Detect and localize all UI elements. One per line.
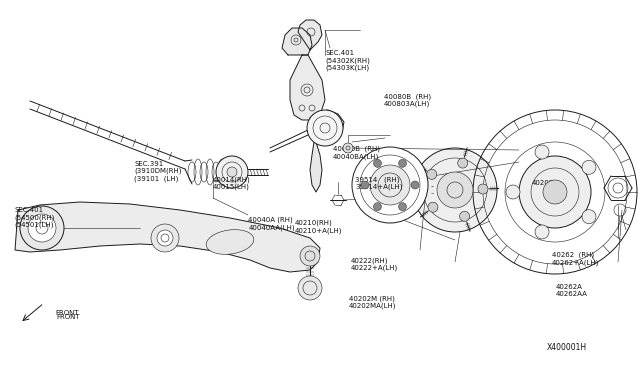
Text: 40222(RH)
40222+A(LH): 40222(RH) 40222+A(LH): [351, 257, 398, 271]
Circle shape: [478, 184, 488, 194]
Circle shape: [437, 172, 473, 208]
Text: SEC.401
(54302K(RH)
(54303K(LH): SEC.401 (54302K(RH) (54303K(LH): [325, 50, 370, 71]
Polygon shape: [290, 55, 325, 120]
Circle shape: [535, 145, 549, 159]
Circle shape: [413, 148, 497, 232]
Circle shape: [535, 225, 549, 239]
Text: FRONT: FRONT: [56, 314, 80, 320]
Circle shape: [370, 165, 410, 205]
Text: 40207: 40207: [531, 180, 554, 186]
Text: 40262A
40262AA: 40262A 40262AA: [556, 284, 588, 296]
Circle shape: [458, 158, 468, 168]
Circle shape: [343, 143, 353, 153]
Circle shape: [151, 224, 179, 252]
Circle shape: [374, 159, 381, 167]
Circle shape: [582, 160, 596, 174]
Circle shape: [298, 276, 322, 300]
Text: 40040B  (RH)
40040BA(LH): 40040B (RH) 40040BA(LH): [333, 145, 380, 160]
Circle shape: [506, 185, 520, 199]
Polygon shape: [310, 142, 322, 192]
Circle shape: [427, 169, 436, 179]
Polygon shape: [282, 28, 312, 55]
Circle shape: [352, 147, 428, 223]
Circle shape: [428, 202, 438, 212]
Polygon shape: [15, 202, 320, 272]
Circle shape: [399, 203, 406, 211]
Circle shape: [399, 159, 406, 167]
Circle shape: [20, 206, 64, 250]
Text: SEC.391
(3910DM(RH)
(39101  (LH): SEC.391 (3910DM(RH) (39101 (LH): [134, 161, 182, 182]
Polygon shape: [308, 110, 344, 142]
Circle shape: [543, 180, 567, 204]
Circle shape: [411, 181, 419, 189]
Circle shape: [216, 156, 248, 188]
Circle shape: [519, 156, 591, 228]
Polygon shape: [298, 20, 322, 50]
Circle shape: [460, 211, 470, 221]
Text: 39514   (RH)
39514+A(LH): 39514 (RH) 39514+A(LH): [355, 176, 403, 190]
Text: 40080B  (RH)
400803A(LH): 40080B (RH) 400803A(LH): [384, 93, 431, 108]
Text: SEC.401
(54500(RH)
(54501(LH): SEC.401 (54500(RH) (54501(LH): [14, 207, 54, 228]
Text: 40210(RH)
40210+A(LH): 40210(RH) 40210+A(LH): [294, 220, 342, 234]
Circle shape: [361, 181, 369, 189]
Circle shape: [307, 110, 343, 146]
Text: 40202M (RH)
40202MA(LH): 40202M (RH) 40202MA(LH): [349, 295, 396, 309]
Text: 40014(RH)
40015(LH): 40014(RH) 40015(LH): [213, 176, 251, 190]
Circle shape: [227, 167, 237, 177]
Circle shape: [374, 203, 381, 211]
Circle shape: [300, 246, 320, 266]
Text: FRONT: FRONT: [55, 310, 79, 316]
Ellipse shape: [206, 230, 254, 254]
Circle shape: [157, 230, 173, 246]
Text: 40040A (RH)
40040AA(LH): 40040A (RH) 40040AA(LH): [248, 217, 295, 231]
Text: 40262  (RH)
40262+A(LH): 40262 (RH) 40262+A(LH): [552, 251, 599, 266]
Text: X400001H: X400001H: [547, 343, 588, 352]
Circle shape: [28, 214, 56, 242]
Circle shape: [582, 210, 596, 224]
